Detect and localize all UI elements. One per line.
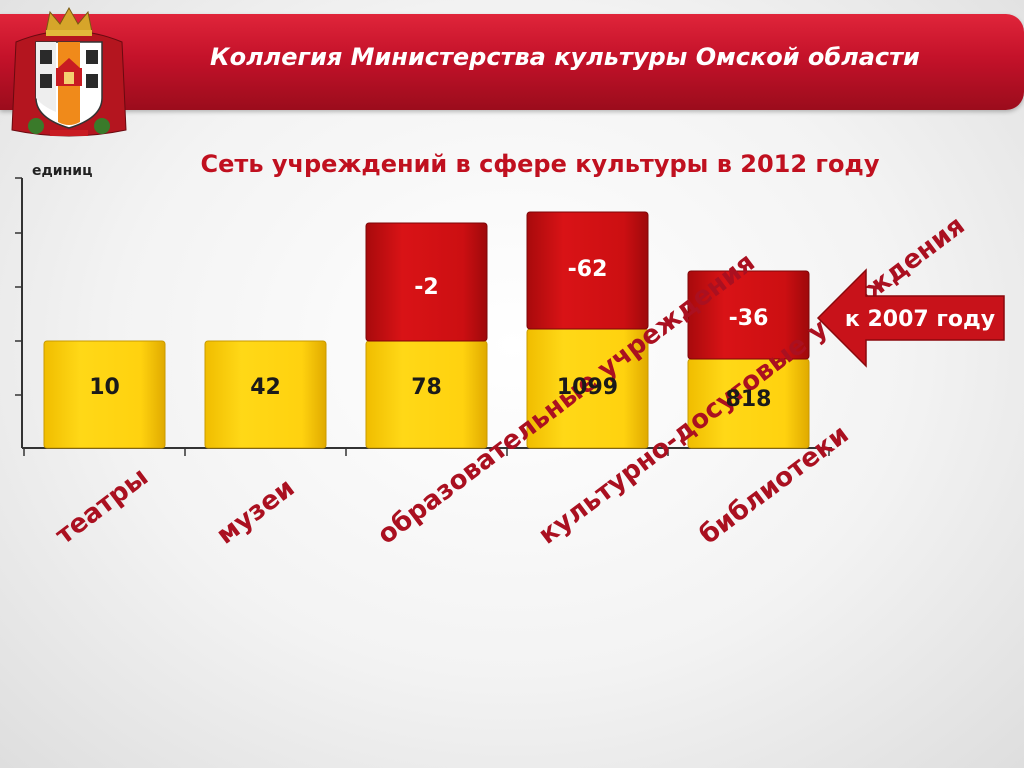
chart-title: Сеть учреждений в сфере культуры в 2012 … bbox=[200, 150, 880, 178]
bar-value-label: 818 bbox=[726, 387, 772, 412]
bar-value-label: 10 bbox=[89, 375, 120, 400]
change-value-label: -36 bbox=[729, 306, 769, 331]
change-value-label: -2 bbox=[414, 275, 438, 300]
change-bar-3 bbox=[365, 222, 488, 342]
category-label: музеи bbox=[211, 473, 300, 551]
left-arrow-icon bbox=[816, 268, 1005, 368]
change-value-label: -62 bbox=[568, 257, 608, 282]
bar-1 bbox=[43, 340, 166, 449]
bar-2 bbox=[204, 340, 327, 449]
page-title: Коллегия Министерства культуры Омской об… bbox=[210, 43, 920, 71]
bars-layer bbox=[43, 211, 810, 449]
coat-of-arms-icon bbox=[11, 6, 127, 137]
bar-value-label: 1099 bbox=[557, 375, 618, 400]
callout-label: к 2007 году bbox=[844, 306, 996, 332]
category-label: театры bbox=[50, 462, 154, 551]
change-bar-5 bbox=[687, 270, 810, 360]
callout-arrow bbox=[816, 268, 1005, 368]
bar-value-label: 42 bbox=[250, 375, 281, 400]
bar-value-label: 78 bbox=[411, 375, 442, 400]
header-band bbox=[0, 14, 1024, 110]
change-bar-4 bbox=[526, 211, 649, 330]
y-axis-label: единиц bbox=[32, 163, 93, 179]
